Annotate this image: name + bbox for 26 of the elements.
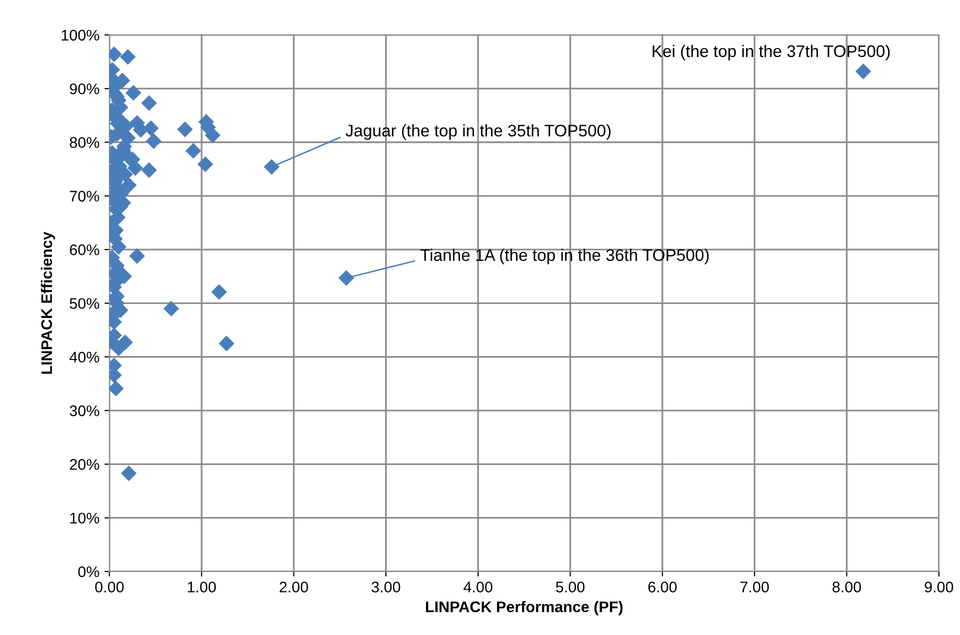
y-tick-label: 50%: [70, 298, 100, 309]
annotation: Kei (the top in the 37th TOP500): [652, 44, 890, 60]
y-tick-label: 100%: [62, 30, 100, 41]
x-tick-label: 7.00: [740, 582, 769, 592]
y-tick-label: 60%: [70, 244, 100, 256]
x-tick-label: 4.00: [464, 582, 492, 592]
x-tick-label: 5.00: [556, 582, 585, 592]
x-axis-title: LINPACK Performance (PF): [426, 601, 623, 616]
y-tick-label: 90%: [70, 83, 100, 94]
annotation: Tianhe 1A (the top in the 36th TOP500): [420, 248, 709, 264]
x-tick-label: 3.00: [372, 582, 400, 592]
y-tick-label: 40%: [69, 352, 100, 363]
y-tick-label: 70%: [70, 190, 100, 202]
y-axis-title: LINPACK Efficiency: [40, 232, 56, 374]
x-tick-label: 6.00: [648, 582, 677, 592]
y-tick-label: 10%: [70, 512, 100, 524]
y-tick-label: 0%: [78, 566, 100, 578]
annotation: Jaguar (the top in the 35th TOP500): [346, 124, 611, 140]
x-tick-label: 2.00: [280, 582, 308, 592]
x-tick-label: 8.00: [832, 582, 861, 592]
y-tick-label: 80%: [70, 137, 100, 148]
x-tick-label: 1.00: [188, 582, 216, 592]
y-tick-label: 30%: [70, 405, 100, 416]
x-tick-label: 9.00: [924, 582, 954, 592]
y-tick-label: 20%: [70, 459, 100, 470]
x-tick-label: 0.00: [95, 582, 124, 592]
